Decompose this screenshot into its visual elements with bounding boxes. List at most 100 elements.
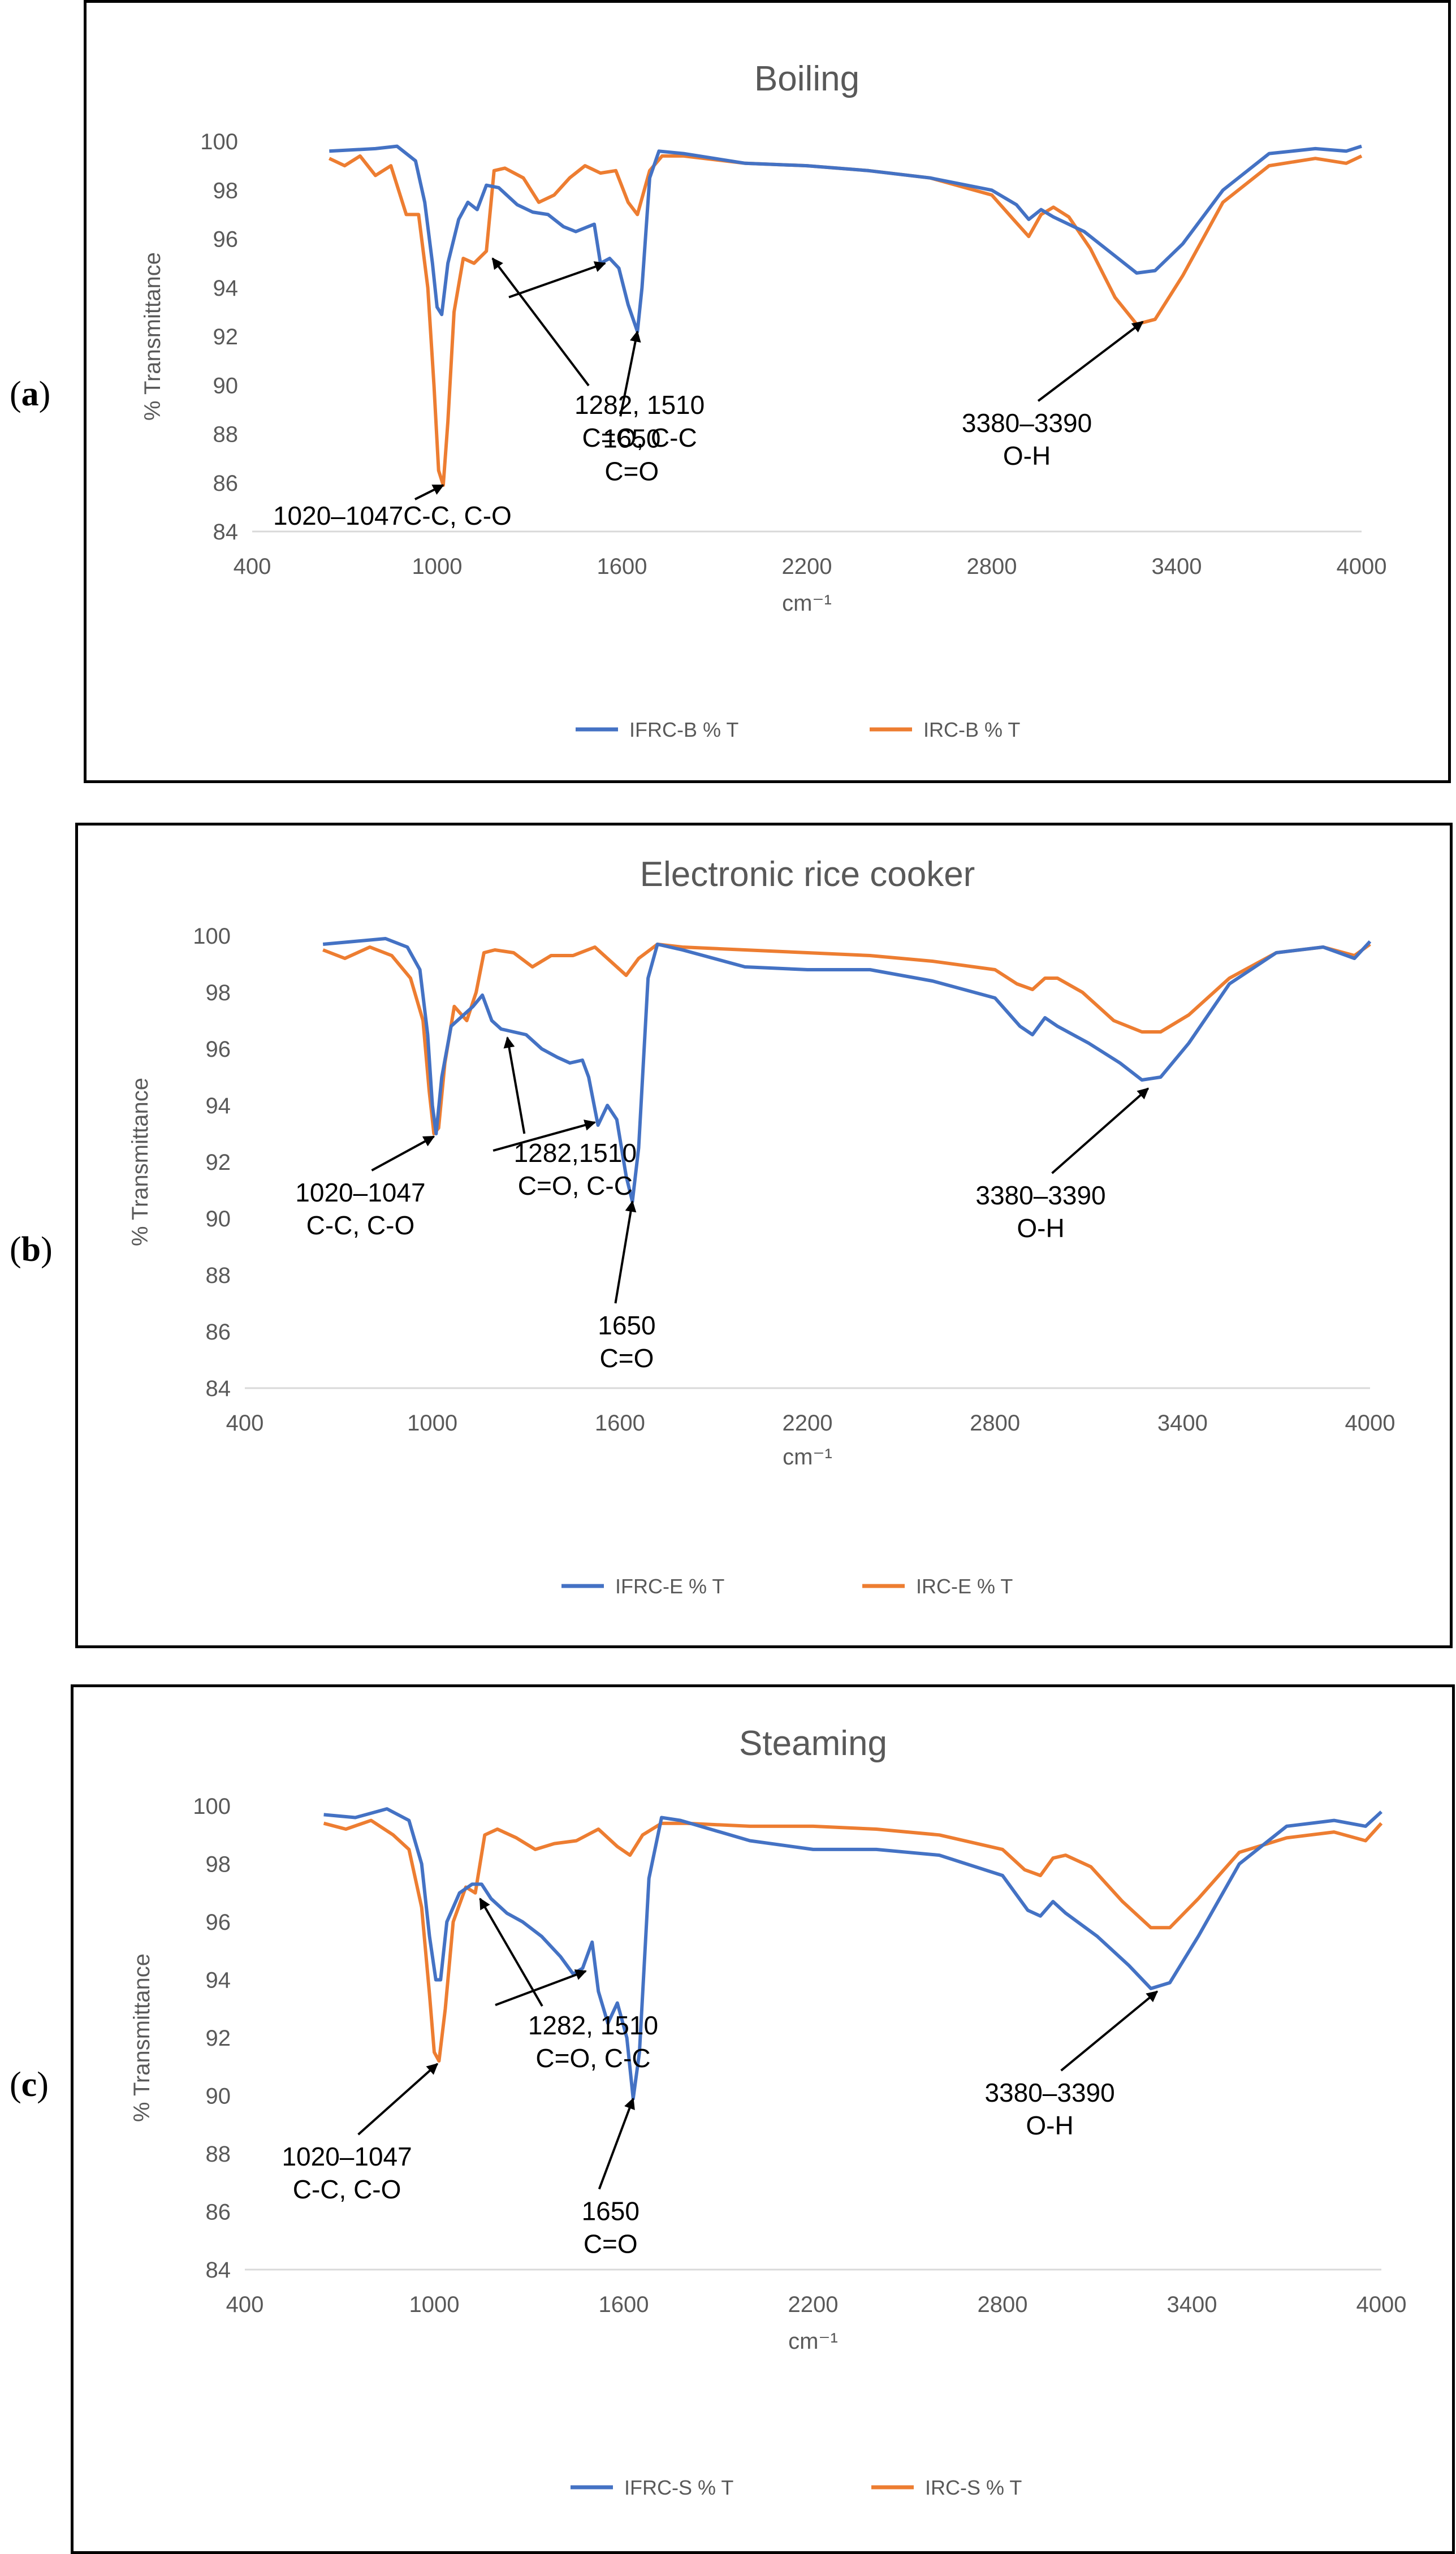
annotation-label: C=O, C-C (518, 1171, 633, 1200)
chart-title: Electronic rice cooker (640, 855, 975, 894)
annotation-label: 3380–3390 (962, 408, 1092, 438)
x-tick-label: 400 (234, 554, 271, 579)
annotation-arrow (614, 1200, 637, 1304)
y-tick-label: 100 (200, 129, 238, 154)
annotation-label: C=O (600, 1343, 654, 1373)
y-tick-label: 96 (206, 1910, 231, 1935)
annotation-arrow (495, 1969, 587, 2006)
annotation-label: C=O, C-C (582, 423, 697, 452)
legend-entry: IFRC-E % T (615, 1575, 724, 1598)
x-tick-label: 3400 (1167, 2292, 1217, 2317)
series-line-orange (322, 943, 1371, 1135)
panel-label-c: (c) (10, 2065, 49, 2104)
x-tick-label: 2800 (970, 1411, 1020, 1436)
x-tick-label: 4000 (1345, 1411, 1395, 1436)
annotation-label: O-H (1003, 441, 1051, 470)
series-line-orange (329, 154, 1363, 487)
y-tick-label: 94 (206, 1094, 231, 1118)
legend-entry: IFRC-S % T (624, 2476, 733, 2499)
annotation-arrow (479, 1898, 543, 2007)
annotation-arrow (619, 330, 641, 417)
annotation-label: 1650 (582, 2197, 640, 2226)
panel-label-b: (b) (10, 1230, 53, 1269)
y-tick-label: 84 (213, 520, 239, 544)
y-tick-label: 86 (213, 471, 239, 496)
y-tick-label: 84 (206, 2258, 231, 2283)
legend-entry: IRC-B % T (923, 718, 1020, 741)
y-tick-label: 86 (206, 1320, 231, 1345)
annotation-arrow (598, 2097, 635, 2190)
annotation-label: O-H (1017, 1213, 1064, 1243)
x-tick-label: 400 (226, 1411, 264, 1436)
y-tick-label: 92 (213, 325, 239, 349)
annotation-arrow (492, 1120, 597, 1152)
y-tick-label: 88 (206, 2142, 231, 2167)
annotation-label: 1282, 1510 (574, 390, 705, 420)
x-tick-label: 1000 (412, 554, 463, 579)
x-tick-label: 2800 (978, 2292, 1028, 2317)
chart-boiling: Boiling 84 86 88 90 92 94 96 98 100 400 1000 1600 220… (140, 59, 1386, 741)
x-axis-label: cm⁻¹ (782, 591, 832, 616)
annotation-label: 1020–1047 (282, 2142, 412, 2171)
y-tick-label: 86 (206, 2200, 231, 2225)
x-tick-label: 2800 (967, 554, 1017, 579)
annotation-label: C=O (604, 456, 659, 486)
x-tick-label: 400 (226, 2292, 264, 2317)
x-tick-label: 3400 (1152, 554, 1202, 579)
y-axis-label: % Transmittance (128, 1078, 153, 1246)
y-tick-label: 92 (206, 2026, 231, 2051)
x-tick-label: 1000 (407, 1411, 457, 1436)
y-tick-label: 90 (206, 1207, 231, 1231)
x-tick-label: 2200 (788, 2292, 839, 2317)
annotation-label: 1282, 1510 (528, 2011, 658, 2040)
annotation-arrow (1037, 321, 1144, 402)
y-tick-label: 98 (206, 1852, 231, 1877)
series-line-blue (329, 144, 1362, 334)
annotation-label: 3380–3390 (975, 1181, 1105, 1210)
y-tick-label: 100 (193, 924, 231, 949)
annotation-label: C=O, C-C (535, 2043, 650, 2073)
chart-steaming: Steaming 84 86 88 90 92 94 96 98 100 400 1000 1600 22… (129, 1724, 1406, 2499)
annotation-label: 1020–1047C-C, C-O (273, 501, 512, 530)
annotation-label: C=O (584, 2229, 638, 2259)
annotation-label: 3380–3390 (984, 2078, 1114, 2107)
y-tick-label: 94 (213, 276, 239, 301)
x-tick-label: 1000 (409, 2292, 460, 2317)
annotation-label: 1650 (603, 423, 660, 453)
y-axis-label: % Transmittance (129, 1954, 154, 2122)
x-tick-label: 2200 (783, 1411, 833, 1436)
legend-entry: IRC-S % T (925, 2476, 1022, 2499)
panel-frame-c (71, 1684, 1455, 2554)
x-tick-label: 2200 (782, 554, 832, 579)
annotation-arrow (1060, 1990, 1159, 2072)
panel-label-a: (a) (10, 375, 51, 413)
annotation-arrow (491, 257, 590, 387)
legend-entry: IRC-E % T (916, 1575, 1013, 1598)
chart-title: Steaming (739, 1724, 887, 1763)
y-tick-label: 96 (206, 1037, 231, 1062)
annotation-arrow (1051, 1087, 1150, 1174)
series-line-blue (322, 937, 1372, 1203)
annotation-label: C-C, C-O (306, 1211, 415, 1240)
series-line-orange (323, 1818, 1383, 2063)
chart-rice-cooker: Electronic rice cooker 84 86 88 90 92 94 96 98 10… (128, 855, 1395, 1598)
y-axis-label: % Transmittance (140, 252, 165, 421)
x-axis-label: cm⁻¹ (788, 2329, 838, 2354)
y-tick-label: 96 (213, 227, 239, 252)
y-tick-label: 94 (206, 1968, 231, 1993)
y-tick-label: 90 (213, 373, 239, 398)
x-tick-label: 1600 (595, 1411, 645, 1436)
y-tick-label: 98 (206, 980, 231, 1005)
x-tick-label: 3400 (1157, 1411, 1208, 1436)
x-axis-label: cm⁻¹ (783, 1445, 832, 1470)
y-tick-label: 84 (206, 1376, 231, 1401)
annotation-arrow (414, 484, 444, 500)
panel-frame-b (75, 823, 1453, 1648)
y-tick-label: 100 (193, 1794, 231, 1819)
annotation-label: 1650 (598, 1311, 655, 1340)
annotation-arrow (371, 1135, 435, 1172)
y-tick-label: 88 (206, 1263, 231, 1288)
legend-entry: IFRC-B % T (629, 718, 738, 741)
annotation-arrow (357, 2063, 439, 2136)
annotation-label: O-H (1026, 2111, 1073, 2140)
